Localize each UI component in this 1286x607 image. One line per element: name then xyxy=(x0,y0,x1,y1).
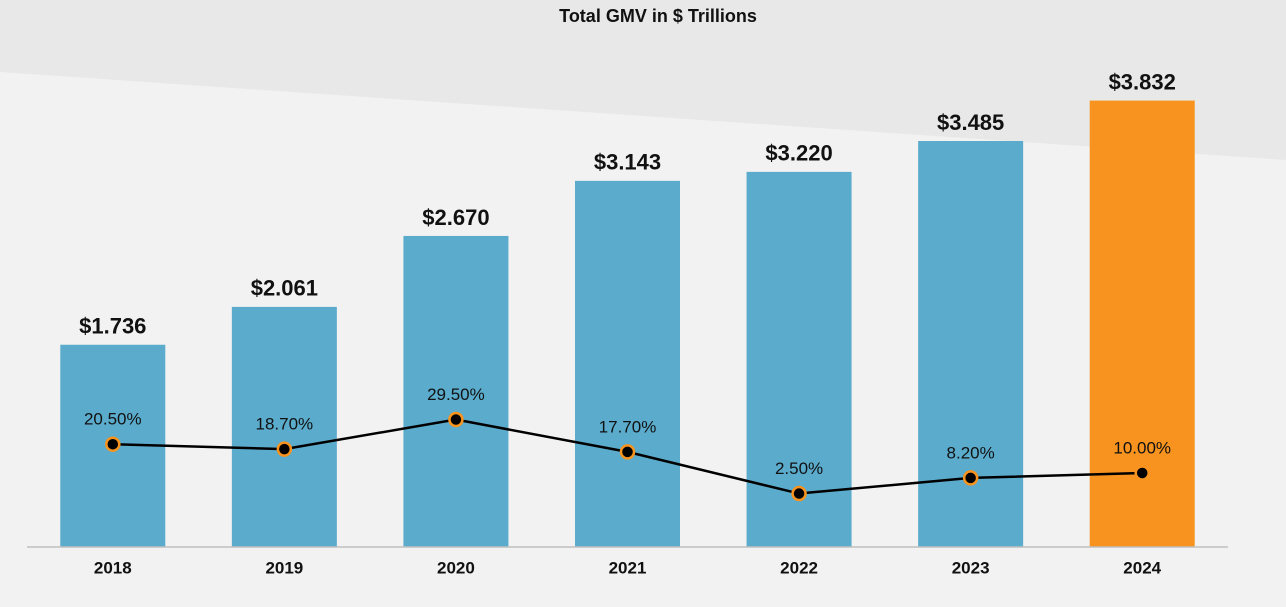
growth-label: 17.70% xyxy=(599,417,657,436)
growth-point xyxy=(1134,465,1150,481)
x-tick-label: 2019 xyxy=(265,558,303,577)
growth-point xyxy=(448,411,464,428)
bar-value-label: $3.485 xyxy=(937,110,1004,135)
bar-value-label: $2.061 xyxy=(251,276,318,301)
growth-label: 2.50% xyxy=(775,459,823,478)
bar-value-label: $1.736 xyxy=(79,314,146,339)
growth-label: 8.20% xyxy=(947,443,995,462)
growth-label: 10.00% xyxy=(1113,438,1171,457)
x-tick-label: 2023 xyxy=(952,558,990,577)
growth-point xyxy=(276,441,293,457)
bar xyxy=(575,180,680,547)
growth-label: 18.70% xyxy=(256,415,314,434)
growth-point xyxy=(105,436,121,452)
chart-title: Total GMV in $ Trillions xyxy=(559,6,757,26)
growth-point xyxy=(962,470,979,486)
bar-value-label: $3.832 xyxy=(1109,69,1176,94)
bar-value-label: $3.143 xyxy=(594,150,661,175)
bar xyxy=(403,235,509,547)
growth-label: 20.50% xyxy=(84,410,142,429)
x-tick-label: 2020 xyxy=(437,558,475,577)
bar-value-label: $2.670 xyxy=(422,205,489,230)
x-tick-label: 2021 xyxy=(609,558,647,577)
growth-label: 29.50% xyxy=(427,385,485,404)
growth-point xyxy=(619,444,636,460)
bar xyxy=(231,306,337,547)
background-band xyxy=(0,0,1286,160)
bar-value-label: $3.220 xyxy=(765,141,832,166)
x-tick-label: 2024 xyxy=(1123,558,1161,577)
x-tick-label: 2018 xyxy=(94,558,132,577)
bar xyxy=(918,140,1024,547)
x-tick-label: 2022 xyxy=(780,558,818,577)
growth-point xyxy=(791,485,807,502)
